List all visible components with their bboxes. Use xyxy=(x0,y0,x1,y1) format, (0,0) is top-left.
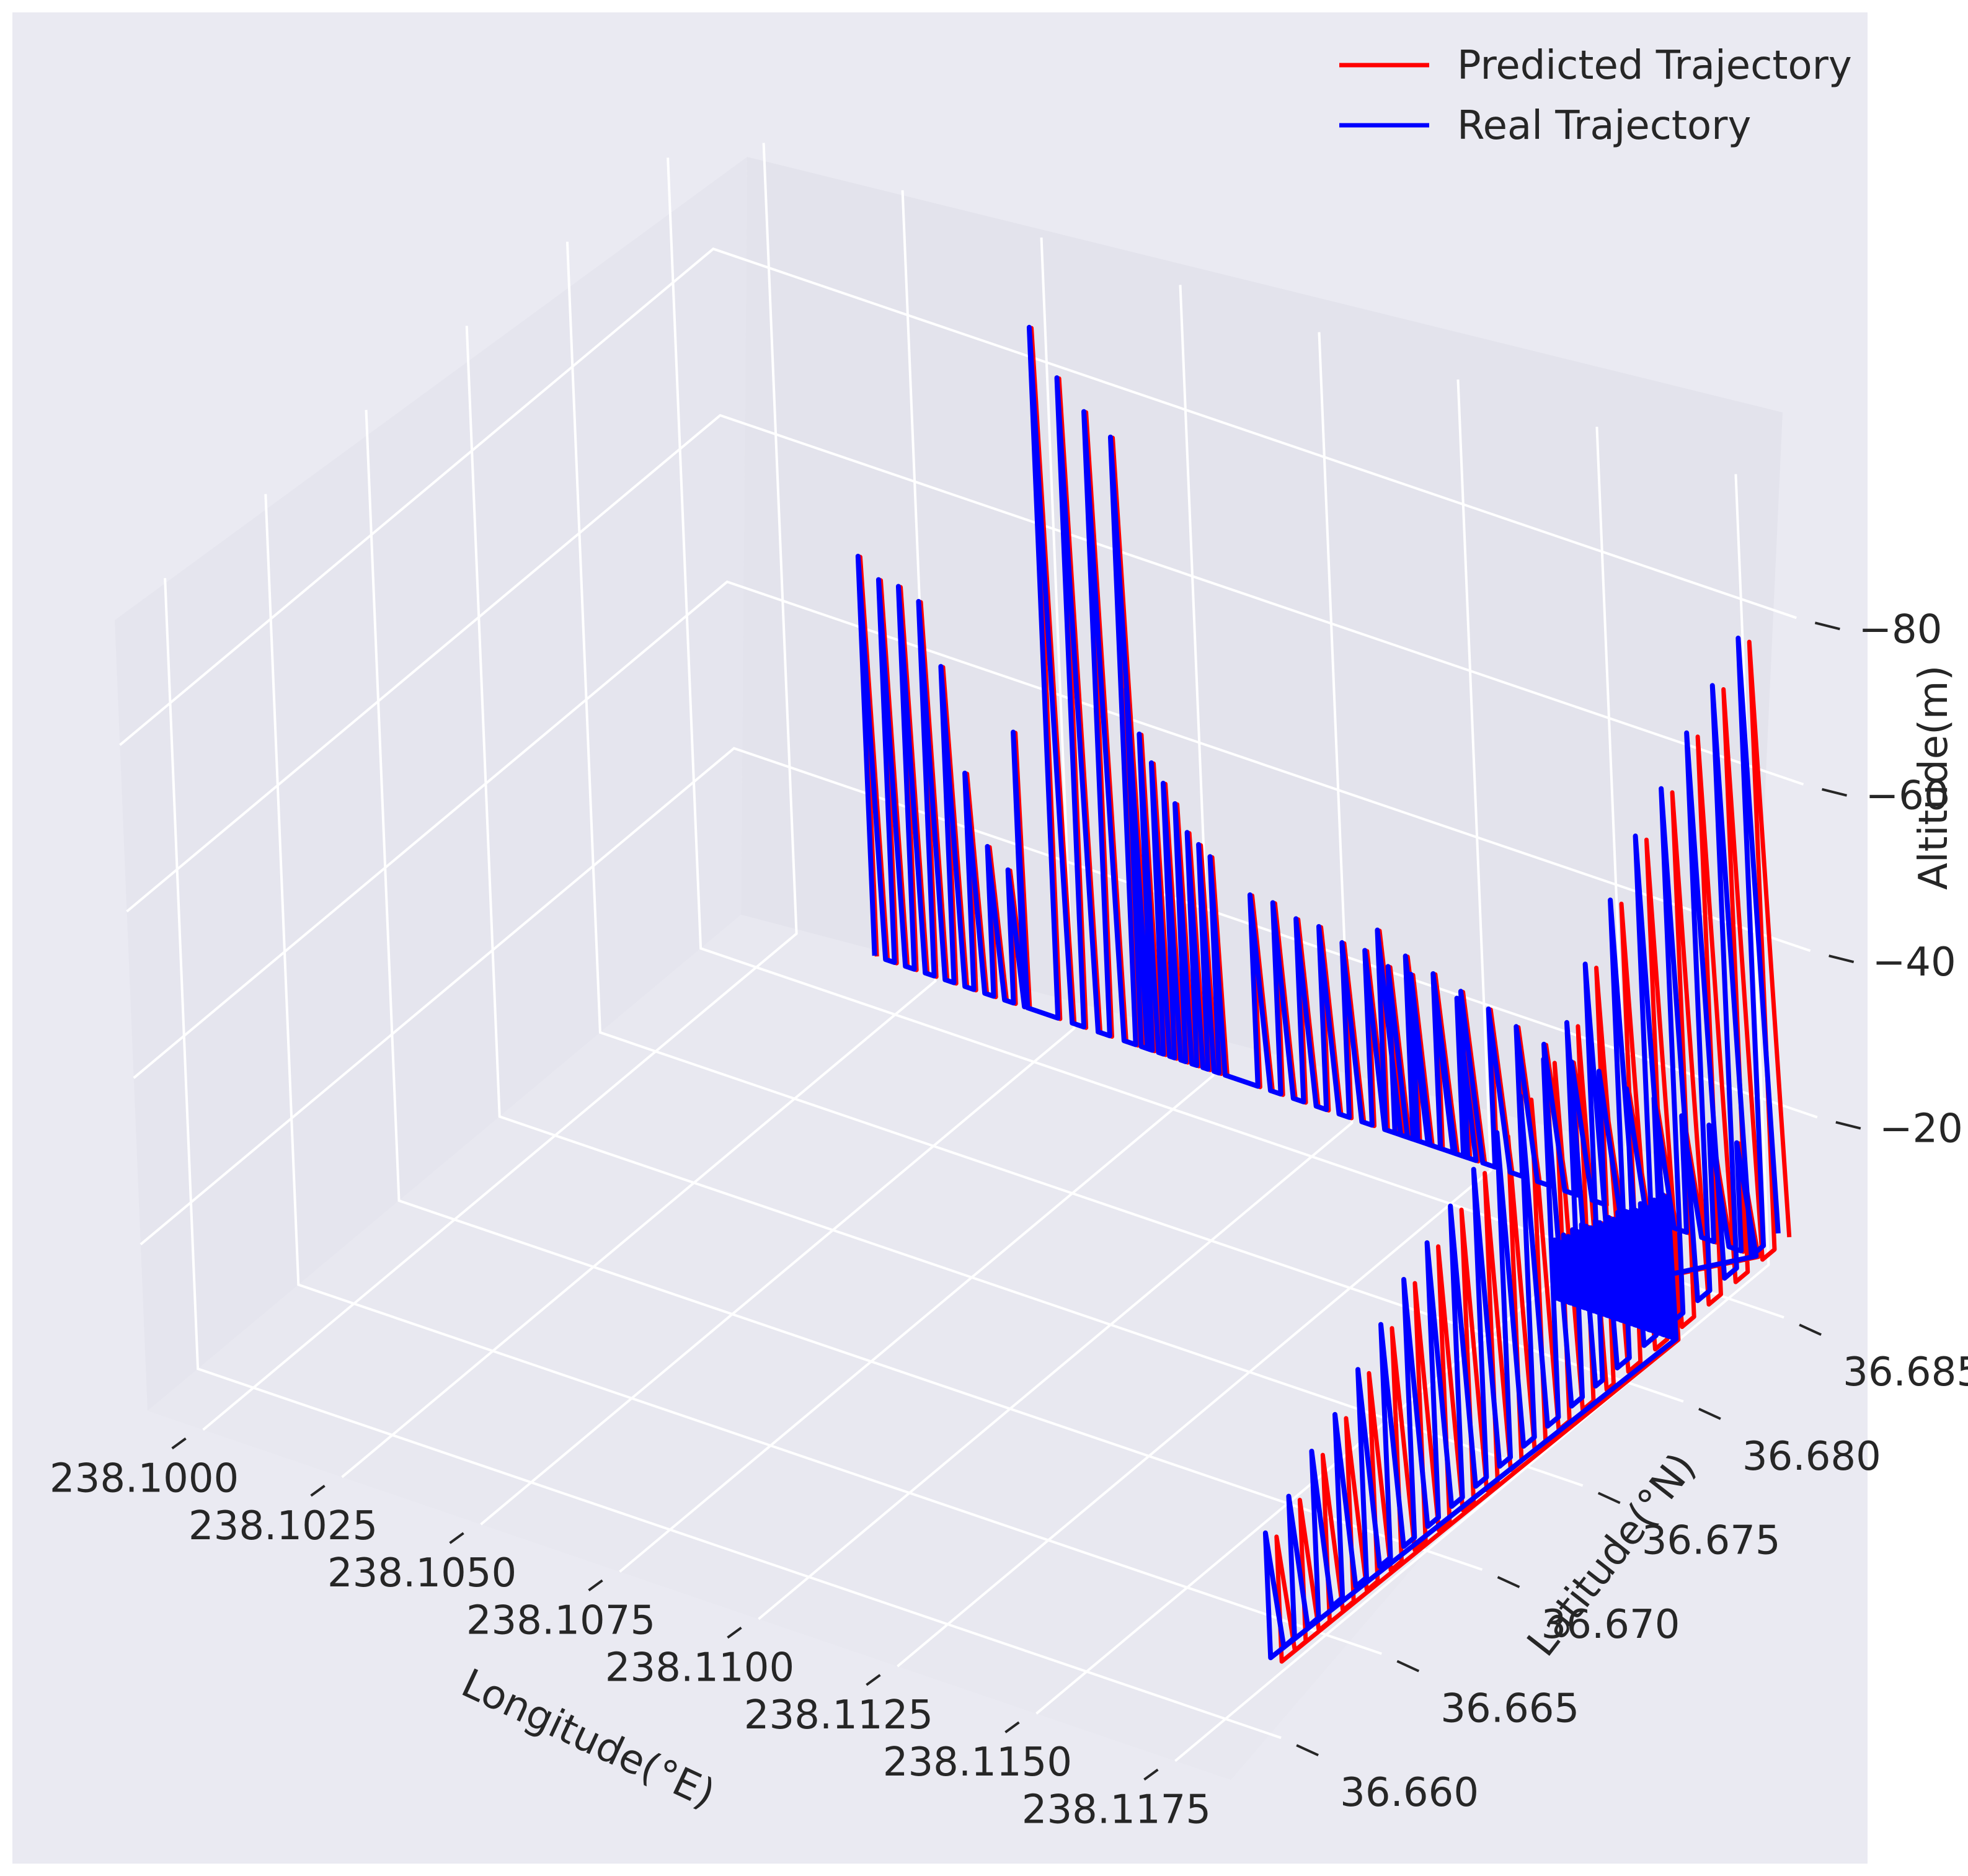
x-gridline xyxy=(341,190,937,1478)
x-tick-mark xyxy=(1004,1721,1020,1733)
x-tick-label: 238.1125 xyxy=(744,1692,933,1738)
legend: Predicted Trajectory Real Trajectory xyxy=(1339,43,1852,149)
legend-label-predicted: Predicted Trajectory xyxy=(1457,43,1852,89)
y-gridline xyxy=(365,409,1483,1571)
x-gridline xyxy=(202,143,798,1431)
x-tick-label: 238.1175 xyxy=(1022,1787,1211,1833)
y-tick-mark xyxy=(1698,1408,1721,1420)
axis-ticks: 238.1000238.1025238.1050238.1075238.1100… xyxy=(50,607,1968,1833)
z-axis-label: Altitude(m) xyxy=(1911,665,1957,890)
y-tick-label: 36.660 xyxy=(1340,1770,1479,1816)
x-tick-label: 238.1150 xyxy=(883,1740,1072,1785)
y-tick-mark xyxy=(1296,1744,1319,1757)
y-tick-mark xyxy=(1396,1660,1420,1673)
left-pane xyxy=(115,157,747,1411)
trajectory-lines xyxy=(855,324,1792,1664)
x-tick-mark xyxy=(171,1437,187,1450)
y-tick-mark xyxy=(1597,1491,1621,1505)
z-tick-label: −60 xyxy=(1866,773,1949,819)
x-tick-mark xyxy=(866,1674,881,1686)
y-tick-label: 36.665 xyxy=(1440,1686,1579,1732)
y-gridline xyxy=(465,326,1584,1487)
x-tick-mark xyxy=(588,1579,603,1591)
floor-pane xyxy=(148,915,1747,1780)
y-tick-label: 36.685 xyxy=(1843,1349,1968,1395)
x-tick-mark xyxy=(449,1532,464,1544)
x-gridline xyxy=(480,237,1076,1526)
y-gridline xyxy=(264,494,1382,1655)
z-gridline xyxy=(133,580,1811,1079)
x-tick-label: 238.1075 xyxy=(466,1598,655,1643)
y-gridline xyxy=(164,578,1282,1740)
y-gridline xyxy=(667,158,1784,1319)
z-tick-label: −20 xyxy=(1879,1106,1963,1152)
y-tick-label: 36.675 xyxy=(1642,1518,1781,1563)
x-gridline xyxy=(897,379,1492,1668)
x-tick-label: 238.1050 xyxy=(327,1550,516,1596)
x-tick-mark xyxy=(1143,1768,1159,1781)
trajectory-polyline xyxy=(855,324,1781,1661)
z-tick-mark xyxy=(1822,788,1848,797)
x-tick-label: 238.1000 xyxy=(50,1456,239,1502)
y-tick-mark xyxy=(1799,1323,1822,1336)
z-tick-mark xyxy=(1828,954,1855,964)
x-tick-mark xyxy=(310,1485,326,1497)
back-pane xyxy=(741,157,1783,1178)
y-tick-label: 36.670 xyxy=(1541,1602,1680,1648)
z-tick-mark xyxy=(1814,621,1840,631)
z-gridline xyxy=(140,747,1818,1246)
z-tick-label: −80 xyxy=(1858,607,1942,652)
x-gridline xyxy=(758,332,1354,1620)
x-tick-label: 238.1100 xyxy=(605,1645,794,1691)
legend-label-real: Real Trajectory xyxy=(1457,103,1751,149)
x-gridline xyxy=(619,285,1215,1573)
z-gridline xyxy=(119,247,1797,746)
x-tick-label: 238.1025 xyxy=(188,1503,378,1549)
z-tick-mark xyxy=(1835,1121,1861,1130)
z-tick-label: −40 xyxy=(1873,940,1956,985)
real-trajectory xyxy=(855,324,1781,1661)
grid-lines xyxy=(119,143,1818,1763)
y-tick-mark xyxy=(1497,1576,1520,1588)
x-tick-mark xyxy=(727,1627,742,1639)
y-gridline xyxy=(565,241,1684,1403)
z-gridline xyxy=(126,414,1804,913)
y-tick-label: 36.680 xyxy=(1742,1434,1881,1480)
